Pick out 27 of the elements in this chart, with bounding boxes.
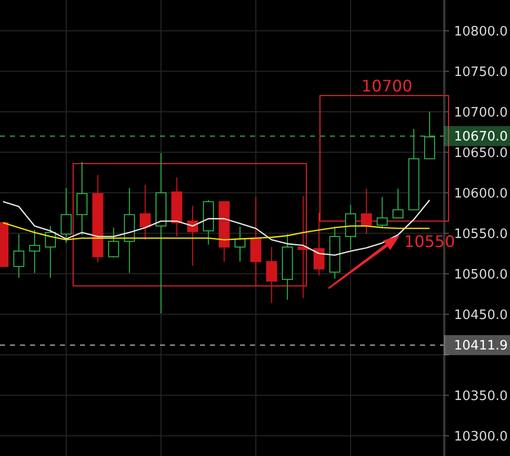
candlestick xyxy=(29,230,40,274)
candlestick xyxy=(171,176,182,238)
annotation: 10700 xyxy=(361,76,412,96)
y-tick-label: 10650.0 xyxy=(454,146,508,161)
y-tick-label: 10450.0 xyxy=(454,308,508,323)
y-tick-label: 10350.0 xyxy=(454,388,508,404)
y-tick-label: 10500.0 xyxy=(454,267,508,282)
annotation: 10550 xyxy=(404,232,456,252)
candlestick xyxy=(314,212,324,276)
ref-line-label: 10411.9 xyxy=(454,338,508,354)
y-tick-label: 10300.0 xyxy=(454,429,508,444)
y-tick-label: 10700.0 xyxy=(454,105,508,120)
candlestick xyxy=(329,226,340,280)
candlestick xyxy=(282,234,293,300)
y-tick-label: 10550.0 xyxy=(454,226,508,242)
y-tick-label: 10600.0 xyxy=(454,186,508,202)
candlestick xyxy=(266,246,278,304)
candlestick xyxy=(124,187,135,274)
y-tick-label: 10750.0 xyxy=(454,64,508,80)
ref-line-label: 10670.0 xyxy=(454,130,508,145)
candlestick xyxy=(76,161,88,236)
y-tick-label: 10800.0 xyxy=(454,24,508,40)
candlestick xyxy=(140,184,151,240)
candlestick xyxy=(298,196,309,299)
candlestick xyxy=(250,196,262,288)
candlestick xyxy=(13,234,24,278)
candlestick xyxy=(345,204,356,250)
